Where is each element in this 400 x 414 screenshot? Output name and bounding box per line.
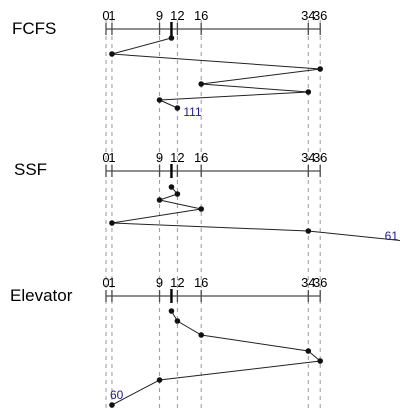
request-point-12 — [174, 318, 181, 324]
request-point-9 — [156, 377, 163, 383]
request-point-16 — [198, 332, 204, 338]
request-point-1 — [109, 220, 115, 226]
request-point-12 — [174, 191, 181, 197]
tick-label-1: 1 — [108, 275, 115, 290]
request-point-34 — [305, 348, 312, 354]
tick-label-34: 34 — [301, 275, 315, 290]
request-point-16 — [198, 206, 204, 212]
section-title: SSF — [14, 160, 47, 179]
request-point-12 — [174, 105, 181, 111]
request-point-1 — [109, 51, 115, 57]
total-seek-label: 60 — [110, 388, 124, 402]
tick-label-12: 12 — [170, 275, 184, 290]
request-point-11 — [168, 184, 175, 190]
tick-label-1: 1 — [108, 150, 115, 165]
tick-label-0: 0 — [102, 150, 109, 165]
tick-label-16: 16 — [194, 150, 208, 165]
tick-label-12: 12 — [170, 8, 184, 23]
total-seek-label: 111 — [183, 105, 202, 119]
tick-label-36: 36 — [313, 150, 327, 165]
tick-label-1: 1 — [108, 8, 115, 23]
seek-path — [111, 310, 322, 406]
request-point-11 — [168, 308, 175, 314]
tick-label-9: 9 — [156, 150, 163, 165]
tick-label-36: 36 — [313, 275, 327, 290]
seek-path — [111, 186, 400, 241]
section-title: Elevator — [10, 286, 73, 305]
tick-label-0: 0 — [102, 275, 109, 290]
tick-label-0: 0 — [102, 8, 109, 23]
request-point-16 — [198, 81, 204, 87]
request-point-11 — [168, 35, 175, 41]
tick-label-34: 34 — [301, 8, 315, 23]
total-seek-label: 61 — [385, 229, 399, 243]
tick-label-9: 9 — [156, 8, 163, 23]
seek-path — [111, 37, 321, 109]
request-point-36 — [317, 358, 324, 364]
tick-label-9: 9 — [156, 275, 163, 290]
section-title: FCFS — [12, 19, 56, 38]
tick-label-12: 12 — [170, 150, 184, 165]
tick-label-36: 36 — [313, 8, 327, 23]
tick-label-34: 34 — [301, 150, 315, 165]
request-point-34 — [305, 228, 312, 234]
request-point-9 — [156, 97, 163, 103]
request-point-34 — [305, 89, 312, 95]
request-point-36 — [317, 66, 324, 72]
tick-label-16: 16 — [194, 8, 208, 23]
request-point-9 — [156, 197, 163, 203]
request-point-1 — [109, 402, 115, 408]
guide-lines — [105, 20, 321, 408]
tick-label-16: 16 — [194, 275, 208, 290]
